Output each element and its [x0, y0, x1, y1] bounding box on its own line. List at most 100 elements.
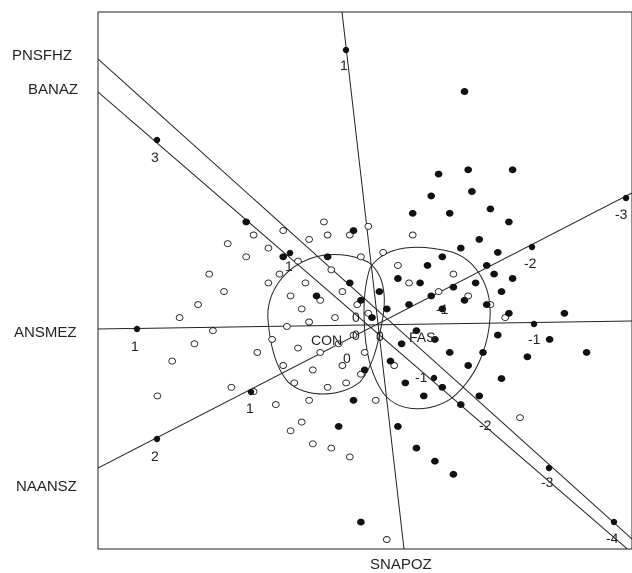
data-point-con: [223, 240, 232, 248]
data-point-fas: [412, 327, 421, 335]
data-point-con: [434, 288, 443, 296]
data-point-fas: [434, 170, 443, 178]
data-point-fas: [386, 357, 395, 365]
data-point-fas: [475, 235, 484, 243]
data-point-con: [342, 379, 350, 387]
tick-marker: [622, 194, 630, 202]
data-point-fas: [460, 88, 469, 95]
data-point-con: [305, 235, 313, 243]
tick-label: 3: [151, 149, 159, 165]
center-label: 0: [352, 327, 360, 343]
axis-label-pnsfhz: PNSFHZ: [12, 47, 72, 64]
axis-label-banaz: BANAZ: [28, 81, 78, 98]
data-point-con: [449, 270, 458, 278]
data-point-con: [345, 453, 354, 461]
axis-tick-marks: [133, 46, 630, 526]
tick-label: -3: [615, 206, 628, 222]
data-point-fas: [394, 275, 402, 282]
data-point-fas: [405, 301, 413, 309]
data-point-con: [301, 279, 310, 287]
data-point-con: [327, 266, 336, 274]
group-labels: CON FAS 0 0 0 0: [311, 309, 435, 366]
data-point-con: [294, 344, 302, 352]
tick-label: -4: [606, 530, 619, 546]
tick-label: 1: [340, 57, 348, 73]
data-point-fas: [508, 275, 517, 282]
tick-label: -1: [415, 369, 428, 385]
data-point-con: [308, 440, 317, 448]
data-point-fas: [497, 375, 506, 383]
data-point-fas: [412, 444, 421, 452]
tick-marker: [545, 464, 553, 472]
data-point-fas: [438, 305, 447, 313]
tick-marker: [153, 435, 161, 443]
data-point-fas: [427, 292, 436, 300]
tick-marker: [247, 388, 255, 396]
tick-label: -1: [436, 301, 449, 317]
data-point-fas: [438, 253, 447, 261]
data-point-fas: [349, 227, 358, 235]
data-point-con: [271, 401, 280, 409]
data-point-fas: [582, 348, 591, 356]
data-point-fas: [357, 518, 365, 526]
tick-marker: [528, 243, 536, 251]
data-point-fas: [345, 279, 354, 287]
data-point-fas: [505, 309, 513, 317]
data-point-con: [394, 261, 402, 269]
con-region: [267, 254, 385, 395]
data-point-con: [249, 231, 258, 239]
data-point-con: [305, 318, 313, 326]
data-point-fas: [394, 422, 402, 430]
data-point-con: [327, 444, 336, 452]
tick-label: -2: [479, 417, 492, 433]
data-point-fas: [408, 209, 417, 217]
data-point-con: [297, 305, 306, 313]
data-point-fas: [438, 383, 447, 391]
data-point-con: [357, 253, 365, 261]
data-point-con: [323, 231, 332, 239]
axis-names: PNSFHZ BANAZ ANSMEZ NAANSZ SNAPOZ: [12, 47, 432, 573]
data-point-con: [382, 536, 391, 543]
data-point-fas: [431, 335, 439, 343]
data-point-con: [305, 396, 313, 404]
data-point-fas: [497, 288, 506, 296]
data-point-fas: [493, 331, 502, 339]
tick-label: 1: [131, 338, 139, 354]
data-point-fas: [471, 279, 480, 287]
data-point-con: [279, 227, 288, 235]
tick-label: 1: [285, 258, 293, 274]
data-point-fas: [486, 205, 495, 213]
data-point-fas: [334, 422, 343, 430]
data-point-con: [242, 253, 251, 261]
data-point-fas: [449, 283, 458, 291]
data-point-con: [338, 288, 347, 296]
data-point-fas: [508, 166, 517, 174]
data-point-fas: [482, 261, 491, 269]
data-point-con: [227, 383, 236, 391]
data-point-fas: [312, 292, 321, 300]
tick-marker: [610, 518, 618, 526]
data-point-fas: [360, 366, 369, 374]
fas-region: [363, 246, 491, 410]
data-point-fas: [523, 353, 532, 361]
data-point-con: [349, 331, 358, 339]
center-label: 0: [352, 309, 360, 325]
data-point-fas: [382, 305, 391, 313]
data-point-fas: [368, 314, 376, 322]
data-point-fas: [493, 248, 502, 256]
data-point-con: [408, 231, 417, 239]
data-point-con: [516, 414, 524, 422]
axis-tick-labels: 1 -1 3 1 -1 -2 -3 1 -1 2 1 -2 -3 -4: [131, 57, 628, 546]
data-point-con: [253, 348, 262, 356]
data-point-fas: [475, 392, 484, 400]
data-point-con: [290, 379, 299, 387]
data-point-fas: [357, 296, 365, 304]
data-point-fas: [482, 301, 491, 309]
data-point-con: [190, 340, 199, 348]
data-point-fas: [419, 392, 428, 400]
data-point-fas: [460, 296, 469, 304]
tick-label: 1: [246, 400, 254, 416]
group-regions: [267, 246, 491, 410]
tick-marker: [430, 374, 438, 382]
